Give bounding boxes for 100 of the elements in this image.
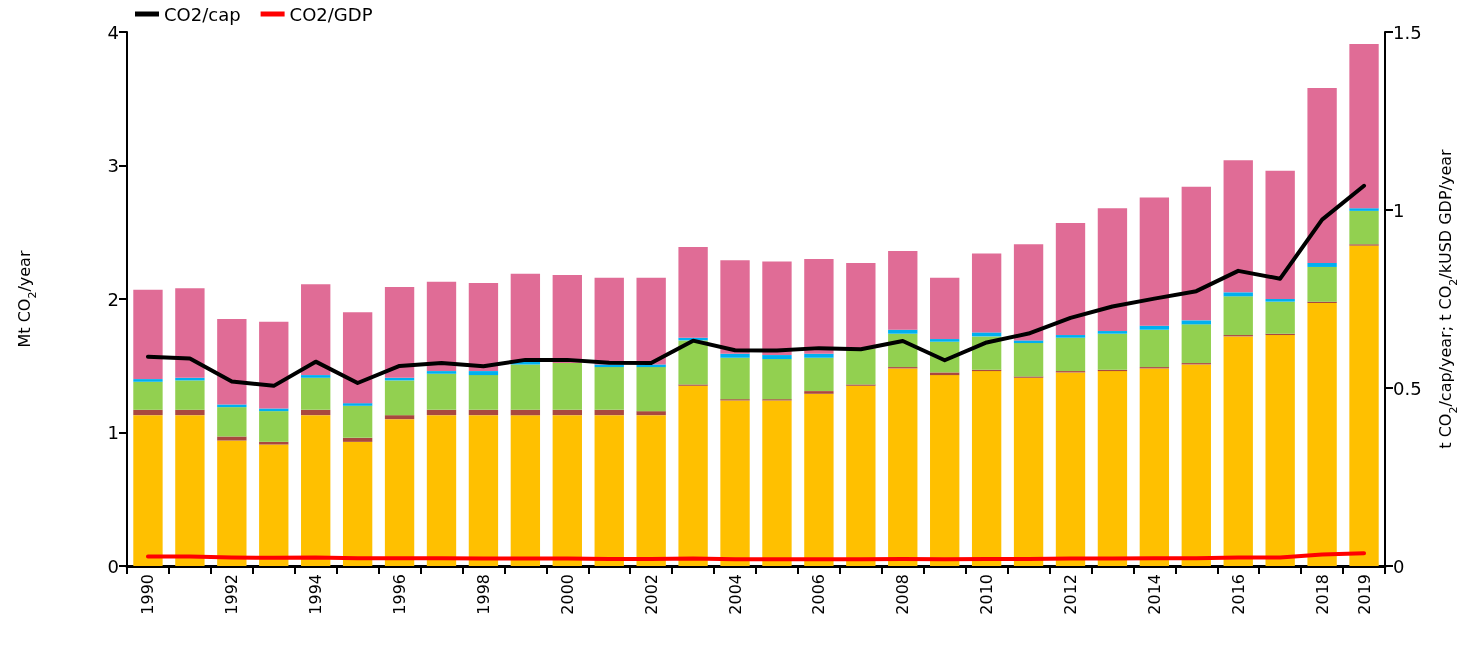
bar (1265, 170, 1295, 299)
line-series (145, 183, 1367, 388)
bar (510, 409, 541, 416)
bar (636, 277, 666, 365)
y2-tick-label: 0 (1393, 555, 1405, 577)
x-tick-label: 2014 (1144, 574, 1164, 615)
bar (1181, 364, 1211, 566)
bar (762, 400, 792, 566)
bar (1139, 329, 1170, 368)
bar (552, 415, 582, 566)
bar (594, 415, 624, 566)
bar (217, 436, 247, 441)
bar (804, 258, 834, 354)
bar (678, 385, 708, 566)
bar (426, 373, 457, 410)
y2-tick-label: 0.5 (1393, 377, 1422, 399)
bar (636, 415, 666, 566)
bar (342, 437, 373, 442)
x-tick-label: 1990 (138, 574, 158, 615)
y-tick-label: 2 (107, 288, 119, 310)
bar (468, 375, 499, 410)
bar (762, 261, 792, 356)
bar (468, 409, 499, 416)
bar (1097, 331, 1128, 334)
bar (1013, 377, 1044, 566)
bar (678, 246, 708, 338)
bar (384, 380, 415, 416)
bar (1349, 208, 1379, 211)
bar (594, 409, 624, 416)
bar (1349, 44, 1379, 209)
bar (804, 393, 834, 566)
bar (1097, 371, 1128, 566)
bar (636, 411, 666, 416)
bar (133, 379, 163, 382)
bar (552, 274, 582, 364)
bar (426, 409, 457, 416)
bar (1223, 160, 1253, 293)
bar (1307, 262, 1337, 267)
bar (720, 357, 750, 400)
bar (301, 284, 331, 376)
bar (804, 391, 834, 394)
bar (342, 405, 373, 438)
bar (930, 375, 960, 566)
bar (720, 353, 750, 358)
x-tick-label: 2018 (1312, 574, 1332, 615)
bar (1097, 208, 1128, 332)
bar (1223, 296, 1253, 336)
bar (1013, 343, 1044, 377)
bar (217, 404, 247, 408)
bar (217, 319, 247, 405)
bar (552, 363, 582, 410)
bar (971, 253, 1002, 333)
y2-tick-label: 1 (1393, 199, 1405, 221)
bar (1013, 340, 1044, 344)
x-tick-label: 2008 (893, 574, 913, 615)
bar (384, 286, 415, 378)
bar (426, 415, 457, 566)
bar (217, 440, 247, 566)
y-tick-label: 1 (107, 422, 119, 443)
x-tick-label: 1996 (390, 574, 410, 615)
bar (1307, 303, 1337, 566)
legend-label: CO2/cap (164, 3, 241, 25)
x-tick-label: 2010 (977, 574, 997, 615)
bar (888, 329, 918, 334)
bar (930, 277, 960, 340)
bar (1139, 368, 1170, 566)
bar (133, 415, 163, 566)
bar (930, 372, 960, 376)
x-tick-label: 1992 (222, 574, 242, 615)
line-series (145, 551, 1367, 562)
bar (175, 415, 205, 566)
bar (510, 364, 541, 410)
bar (217, 407, 247, 437)
y2-axis-title: t CO2/cap/year; t CO2/kUSD GDP/year (1435, 148, 1460, 449)
bar (1223, 292, 1253, 297)
bar (468, 415, 499, 566)
bar (259, 408, 289, 412)
bar (804, 353, 834, 358)
bar (259, 441, 289, 445)
bar (762, 359, 792, 400)
bar (1181, 324, 1211, 364)
bar (1307, 88, 1337, 263)
bar (133, 289, 163, 380)
y-tick-label: 3 (107, 155, 119, 176)
bar (384, 415, 415, 420)
bar (971, 332, 1002, 337)
bar (259, 321, 289, 409)
bar (1265, 299, 1295, 302)
bar (301, 415, 331, 566)
bar (1055, 372, 1086, 566)
x-tick-label: 2004 (725, 574, 745, 615)
bar (510, 273, 541, 362)
y-tick-label: 4 (107, 21, 119, 43)
y2-tick-label: 1.5 (1393, 21, 1422, 43)
bar (1349, 210, 1379, 245)
y-tick-label: 0 (107, 555, 119, 577)
bar (342, 312, 373, 404)
x-tick-label: 2000 (557, 574, 577, 615)
bar (468, 371, 499, 376)
bar (1097, 333, 1128, 370)
